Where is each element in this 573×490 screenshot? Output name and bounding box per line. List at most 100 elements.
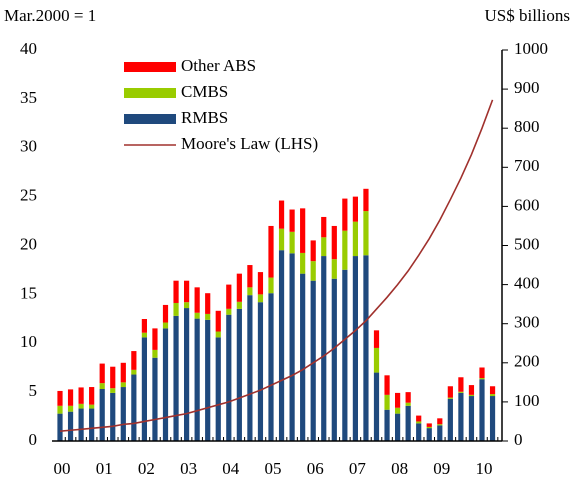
bar-segment — [141, 332, 147, 338]
bar-segment — [78, 387, 84, 404]
y-tick-label: 35 — [20, 88, 37, 107]
bar-segment — [141, 319, 147, 333]
bar-segment — [289, 253, 295, 441]
bar-segment — [205, 319, 211, 441]
bar-segment — [479, 378, 485, 380]
bar-segment — [373, 372, 380, 441]
bar-segment — [395, 392, 401, 408]
y2-tick-label: 900 — [514, 78, 540, 97]
bar-segment — [468, 394, 475, 397]
bar-segment — [289, 209, 295, 232]
bar-segment — [194, 312, 200, 319]
bar-segment — [384, 394, 390, 410]
x-tick-label: 04 — [222, 459, 240, 478]
bar-segment — [289, 231, 295, 254]
bar-segment — [57, 390, 63, 406]
bar-segment — [120, 382, 126, 388]
bar-segment — [226, 314, 232, 441]
y2-tick-label: 0 — [514, 430, 523, 449]
legend-label: CMBS — [181, 82, 228, 101]
y2-axis-title: US$ billions — [485, 6, 571, 25]
bar-segment — [468, 385, 475, 395]
bar-segment — [405, 392, 411, 403]
bar-segment — [278, 200, 285, 229]
bar-segment — [479, 367, 485, 379]
bar-segment — [89, 404, 95, 409]
bar-segment — [236, 301, 242, 309]
bar-segment — [57, 413, 63, 441]
x-tick-label: 10 — [476, 459, 493, 478]
bar-segment — [447, 397, 453, 399]
bar-segment — [152, 349, 158, 358]
bar-segment — [89, 387, 95, 405]
bar-segment — [300, 273, 306, 441]
bar-segment — [310, 261, 316, 281]
bar-segment — [321, 256, 327, 441]
bar-segment — [257, 272, 264, 295]
x-tick-label: 08 — [391, 459, 408, 478]
bar-segment — [268, 225, 274, 278]
bar-segment — [194, 318, 200, 441]
x-tick-label: 05 — [265, 459, 282, 478]
bar-segment — [331, 225, 337, 260]
legend-swatch — [124, 62, 176, 72]
bar-segment — [426, 426, 432, 429]
legend-swatch — [124, 114, 176, 124]
bar-segment — [257, 294, 264, 303]
bar-segment — [416, 421, 422, 424]
bar-segment — [363, 188, 369, 212]
bar-segment — [373, 347, 380, 373]
bar-segment — [321, 216, 327, 238]
bar-segment — [405, 405, 411, 441]
bar-segment — [184, 308, 190, 441]
bar-segment — [131, 374, 137, 441]
x-tick-label: 01 — [96, 459, 113, 478]
y-tick-label: 20 — [20, 234, 37, 253]
bar-segment — [110, 366, 116, 389]
bar-segment — [300, 252, 306, 274]
bar-segment — [110, 388, 116, 393]
bar-segment — [173, 315, 179, 441]
bar-segment — [489, 386, 496, 395]
x-tick-label: 09 — [433, 459, 450, 478]
bar-segment — [373, 330, 380, 348]
bar-segment — [458, 392, 464, 441]
x-tick-label: 02 — [138, 459, 155, 478]
bar-segment — [300, 208, 306, 253]
y2-tick-label: 600 — [514, 195, 540, 214]
bar-segment — [152, 328, 158, 350]
bar-segment — [141, 337, 147, 441]
y2-tick-label: 300 — [514, 313, 540, 332]
x-tick-label: 00 — [54, 459, 71, 478]
bar-segment — [184, 280, 190, 303]
x-tick-label: 03 — [180, 459, 197, 478]
bar-segment — [194, 287, 200, 313]
bar-segment — [468, 396, 475, 441]
bar-segment — [437, 425, 443, 441]
bar-segment — [205, 293, 211, 314]
y2-tick-label: 500 — [514, 234, 540, 253]
bar-segment — [384, 375, 390, 395]
bar-segment — [215, 337, 221, 441]
bar-segment — [416, 423, 422, 441]
bar-segment — [342, 198, 348, 231]
bar-segment — [268, 277, 274, 294]
bar-segment — [437, 424, 443, 426]
bar-segment — [331, 259, 337, 279]
bar-segment — [247, 265, 253, 288]
bar-segment — [363, 255, 369, 441]
bar-segment — [447, 386, 453, 398]
bar-segment — [405, 402, 411, 406]
legend-swatch — [124, 88, 176, 98]
bar-segment — [331, 278, 337, 441]
legend-label: Other ABS — [181, 56, 256, 75]
y-tick-label: 5 — [29, 381, 38, 400]
bar-segment — [67, 411, 74, 441]
bar-segment — [78, 408, 84, 441]
bar-segment — [152, 357, 158, 441]
bar-segment — [489, 394, 496, 397]
bar-segment — [426, 423, 432, 427]
bar-segment — [352, 221, 358, 257]
y2-tick-label: 1000 — [514, 39, 548, 58]
